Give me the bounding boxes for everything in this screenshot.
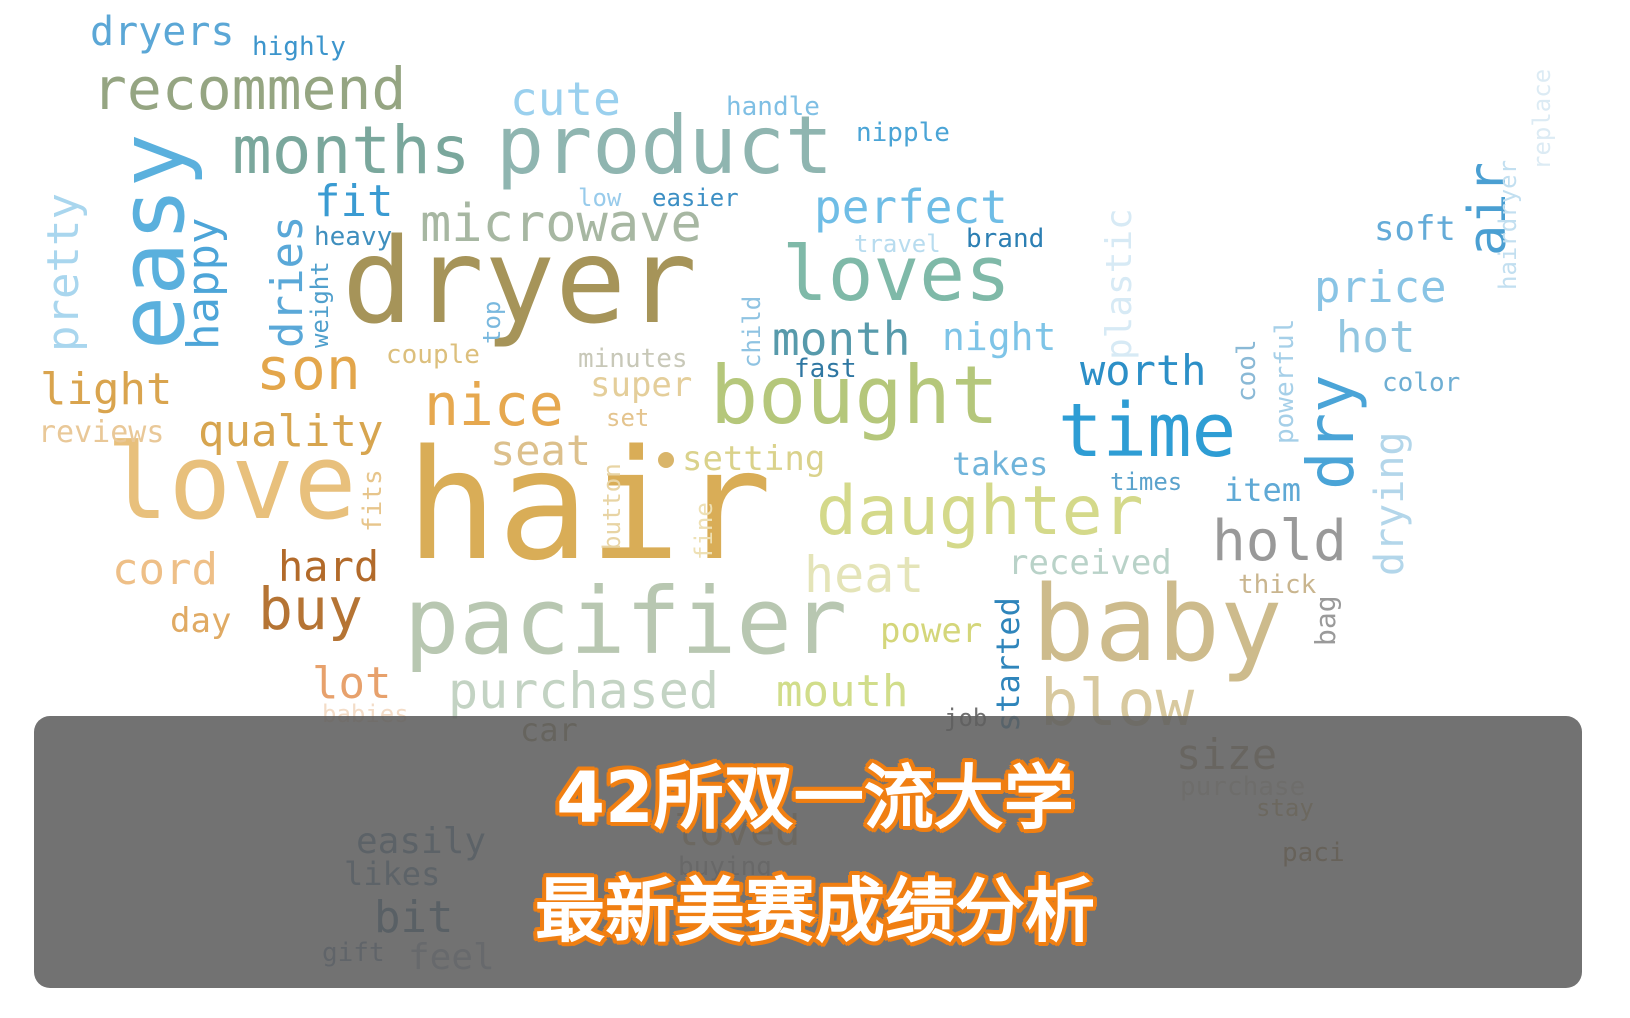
word-hard: hard: [278, 542, 380, 591]
word-dry: dry: [1295, 374, 1369, 490]
word-day: day: [170, 601, 232, 641]
word-nice: nice: [424, 371, 564, 439]
word-super: super: [590, 365, 693, 405]
word-months: months: [232, 112, 471, 189]
word-minutes: minutes: [578, 344, 688, 374]
word-baby: baby: [1032, 563, 1283, 685]
word-love: love: [106, 421, 357, 543]
word-hold: hold: [1212, 509, 1347, 574]
word-nipple: nipple: [856, 118, 950, 148]
word-cute: cute: [510, 72, 621, 126]
word-travel: travel: [854, 230, 941, 258]
word-son: son: [256, 335, 361, 403]
word-price: price: [1314, 262, 1447, 313]
dot-mark: [658, 452, 674, 468]
word-fast: fast: [794, 354, 857, 384]
word-set: set: [606, 404, 650, 432]
word-couple: couple: [386, 340, 480, 370]
word-month: month: [772, 312, 911, 366]
word-dries: dries: [262, 215, 313, 348]
word-thick: thick: [1238, 570, 1317, 600]
word-fit: fit: [314, 176, 394, 227]
caption-line-2: 最新美赛成绩分析: [535, 870, 1095, 952]
word-dryers: dryers: [90, 9, 235, 55]
word-button: button: [598, 463, 626, 550]
word-product: product: [496, 99, 834, 192]
word-item: item: [1224, 471, 1302, 509]
word-plastic: plastic: [1099, 208, 1140, 360]
word-cord: cord: [112, 544, 218, 595]
word-takes: takes: [952, 445, 1049, 483]
word-replace: replace: [1528, 68, 1556, 170]
word-power: power: [880, 611, 983, 651]
word-purchased: purchased: [448, 662, 719, 720]
word-brand: brand: [966, 224, 1045, 254]
word-hairdryer: hairdryer: [1494, 159, 1522, 290]
word-highly: highly: [252, 32, 346, 62]
word-drying: drying: [1367, 431, 1413, 577]
word-reviews: reviews: [38, 415, 165, 450]
word-bought: bought: [710, 349, 999, 442]
word-daughter: daughter: [816, 472, 1144, 551]
word-cool: cool: [1232, 339, 1262, 402]
word-handle: handle: [726, 92, 820, 122]
word-time: time: [1058, 388, 1237, 474]
word-times: times: [1110, 468, 1183, 496]
word-pacifier: pacifier: [404, 568, 848, 675]
word-dryer: dryer: [342, 212, 698, 350]
word-hair: hair: [406, 417, 773, 594]
word-received: received: [1008, 543, 1172, 583]
word-loves: loves: [782, 229, 1011, 318]
word-setting: setting: [682, 439, 826, 479]
word-seat: seat: [490, 426, 592, 475]
word-night: night: [942, 315, 1057, 359]
word-easier: easier: [652, 184, 739, 212]
word-perfect: perfect: [814, 180, 1008, 234]
word-recommend: recommend: [92, 55, 407, 123]
word-worth: worth: [1080, 346, 1207, 395]
word-soft: soft: [1374, 209, 1456, 249]
word-low: low: [578, 184, 622, 212]
caption-banner: [34, 716, 1582, 988]
word-heavy: heavy: [314, 222, 393, 252]
word-child: child: [738, 295, 766, 368]
word-hot: hot: [1336, 312, 1416, 363]
word-microwave: microwave: [420, 194, 702, 254]
word-heat: heat: [804, 546, 925, 604]
word-pretty: pretty: [38, 193, 89, 352]
word-weight: weight: [306, 261, 334, 348]
word-buy: buy: [258, 575, 363, 643]
word-started: started: [989, 597, 1027, 732]
word-quality: quality: [198, 406, 384, 457]
word-color: color: [1382, 368, 1461, 398]
word-top: top: [478, 300, 506, 344]
word-lot: lot: [312, 658, 392, 709]
word-happy: happy: [178, 217, 229, 350]
word-light: light: [40, 364, 173, 415]
word-mouth: mouth: [776, 666, 909, 717]
word-fine: fine: [690, 502, 718, 560]
word-bag: bag: [1309, 595, 1342, 646]
caption-line-1: 42所双一流大学: [556, 757, 1074, 839]
word-fits: fits: [358, 469, 388, 532]
word-powerful: powerful: [1270, 318, 1300, 444]
